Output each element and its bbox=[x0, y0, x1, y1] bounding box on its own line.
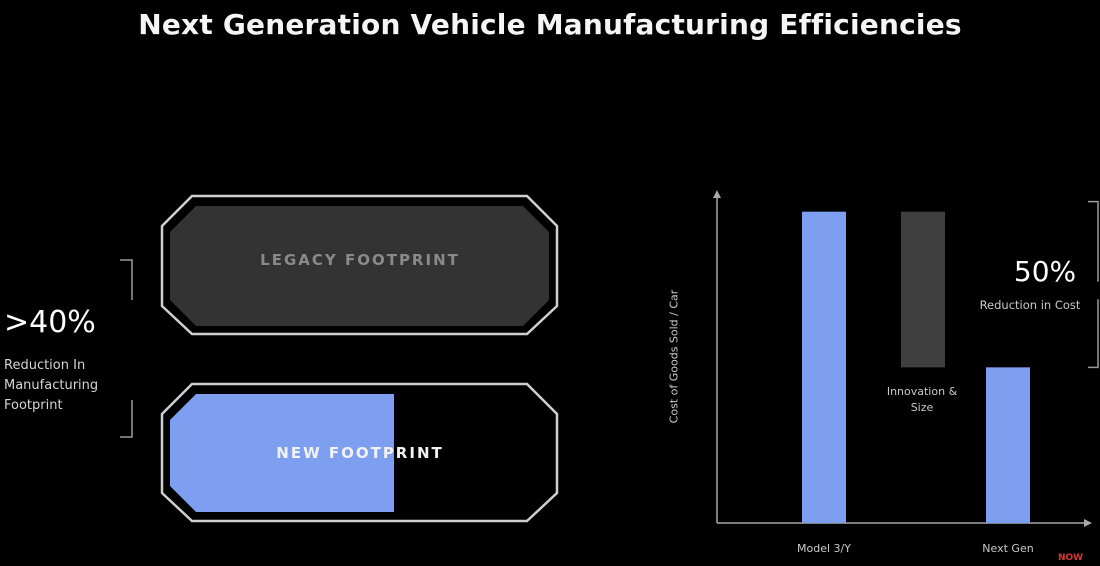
watermark-logo: NOW bbox=[1058, 553, 1084, 563]
new-footprint-label: NEW FOOTPRINT bbox=[276, 444, 444, 462]
legacy-footprint-shape bbox=[170, 206, 549, 326]
new-footprint-shape bbox=[170, 394, 394, 512]
new-footprint-outline bbox=[160, 382, 559, 523]
cost-reduction-text: Reduction in Cost bbox=[979, 298, 1081, 312]
bar-model-3-y bbox=[802, 211, 846, 523]
legacy-footprint-label: LEGACY FOOTPRINT bbox=[260, 251, 460, 269]
x-tick-label-next-gen: Next Gen bbox=[982, 542, 1034, 555]
chart-y-axis-label: Cost of Goods Sold / Car bbox=[667, 289, 681, 424]
bar-innovation-step bbox=[901, 211, 945, 368]
y-axis-arrow bbox=[713, 190, 721, 198]
bar-next-gen bbox=[986, 367, 1030, 523]
footprint-reduction-text: Reduction In Manufacturing Footprint bbox=[4, 358, 99, 413]
legacy-footprint-outline bbox=[160, 194, 559, 336]
cost-reduction-value: 50% bbox=[1013, 255, 1077, 288]
innovation-step-label: Innovation & Size bbox=[886, 385, 958, 414]
slide-title: Next Generation Vehicle Manufacturing Ef… bbox=[138, 8, 962, 41]
cost-reduction-bracket bbox=[1088, 200, 1099, 369]
x-tick-label-model-3y: Model 3/Y bbox=[797, 542, 851, 555]
footprint-reduction-value: >40% bbox=[4, 305, 96, 340]
reduction-bracket bbox=[120, 259, 133, 438]
x-axis-arrow bbox=[1084, 519, 1092, 527]
